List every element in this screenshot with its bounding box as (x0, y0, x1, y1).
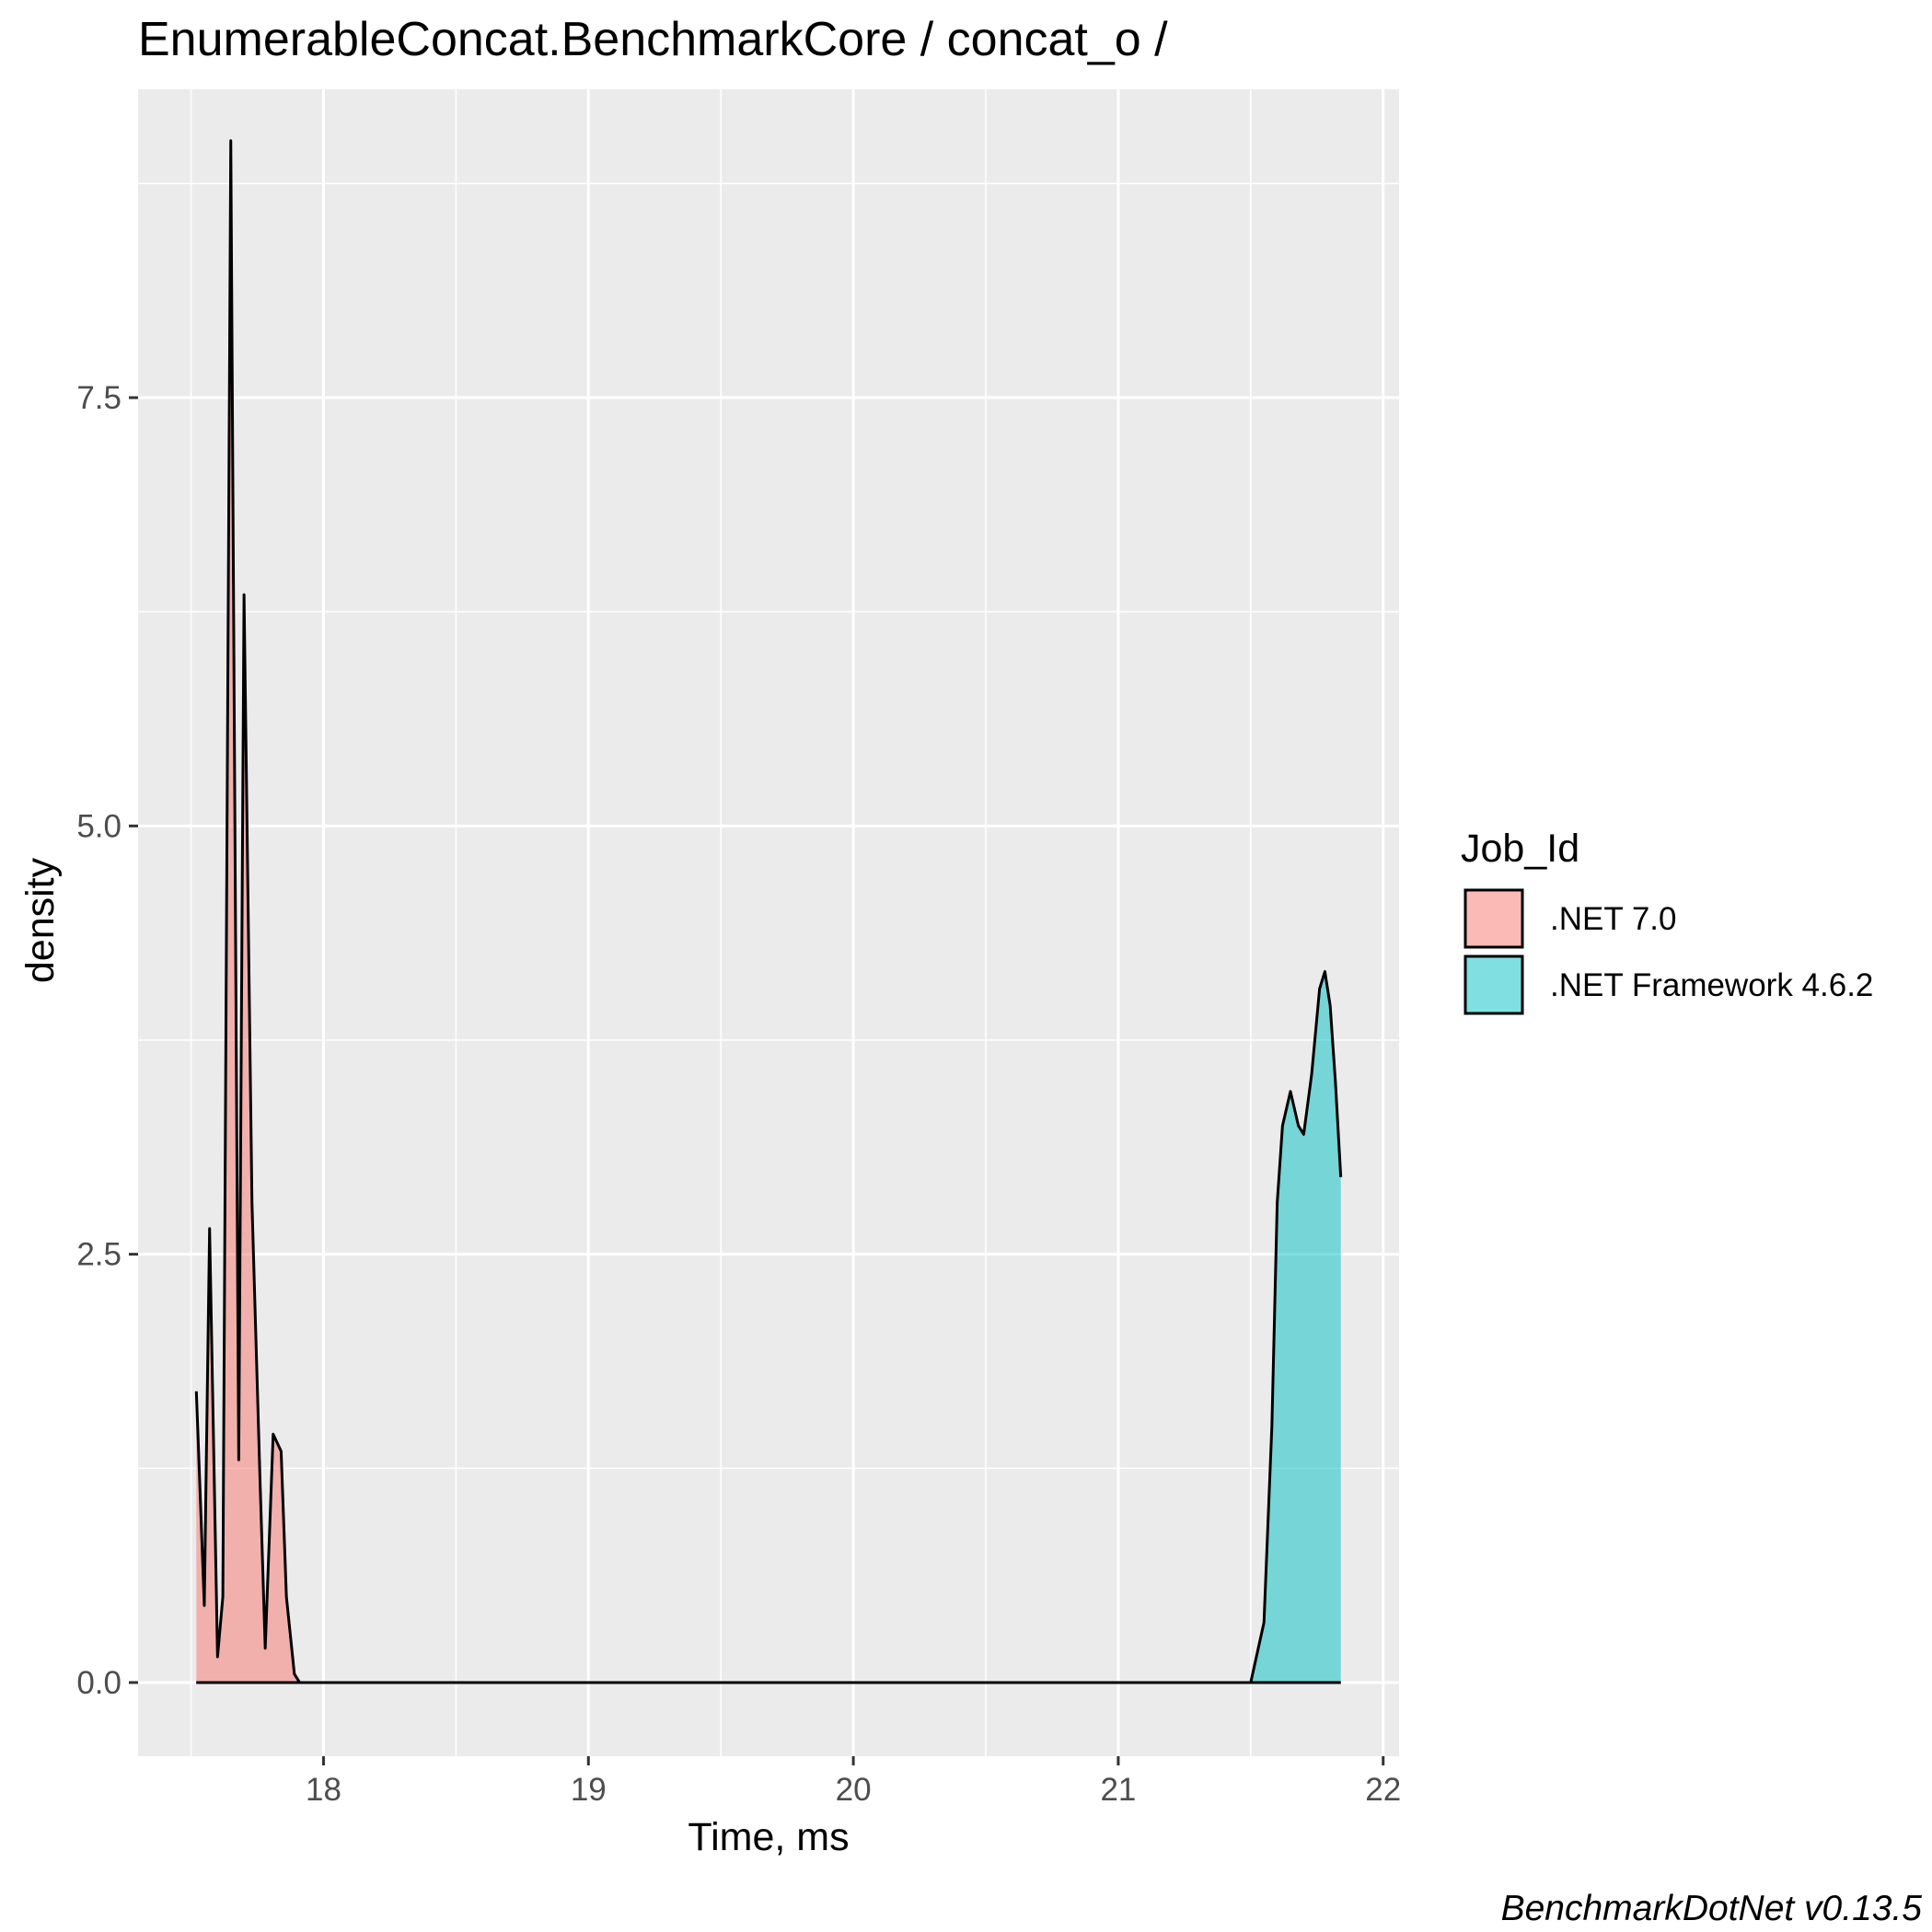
legend-swatch (1463, 954, 1524, 1015)
x-tick-label: 21 (1100, 1772, 1136, 1808)
y-tick-label: 7.5 (76, 380, 121, 416)
density-line-0 (194, 139, 303, 1684)
y-tick-label: 0.0 (76, 1665, 121, 1701)
legend-label: .NET Framework 4.6.2 (1550, 967, 1873, 1003)
chart-title: EnumerableConcat.BenchmarkCore / concat_… (138, 13, 1168, 66)
legend-label: .NET 7.0 (1550, 901, 1676, 937)
y-tick-label: 5.0 (76, 808, 121, 844)
density-line-1 (1249, 970, 1343, 1683)
major-gridlines (138, 89, 1399, 1756)
plot-background (138, 89, 1399, 1756)
x-axis: 18 19 20 21 22 (306, 1756, 1401, 1808)
x-axis-title: Time, ms (688, 1815, 849, 1859)
legend-title: Job_Id (1461, 827, 1579, 871)
x-tick-label: 20 (836, 1772, 872, 1808)
y-axis: 0.0 2.5 5.0 7.5 (76, 380, 138, 1701)
density-area-0 (196, 140, 303, 1683)
x-tick-label: 19 (571, 1772, 607, 1808)
x-tick-label: 22 (1365, 1772, 1401, 1808)
legend: Job_Id .NET 7.0 .NET Framework 4.6.2 (1461, 827, 1873, 1015)
y-axis-title: density (18, 857, 63, 983)
y-tick-label: 2.5 (76, 1237, 121, 1273)
density-areas (194, 139, 1343, 1684)
caption: BenchmarkDotNet v0.13.5 (1501, 1889, 1923, 1928)
density-area-1 (1250, 971, 1341, 1683)
x-tick-label: 18 (306, 1772, 341, 1808)
legend-items: .NET 7.0 .NET Framework 4.6.2 (1463, 888, 1873, 1015)
legend-swatch (1463, 888, 1524, 949)
minor-gridlines (138, 89, 1399, 1756)
plot-panel (138, 89, 1399, 1756)
